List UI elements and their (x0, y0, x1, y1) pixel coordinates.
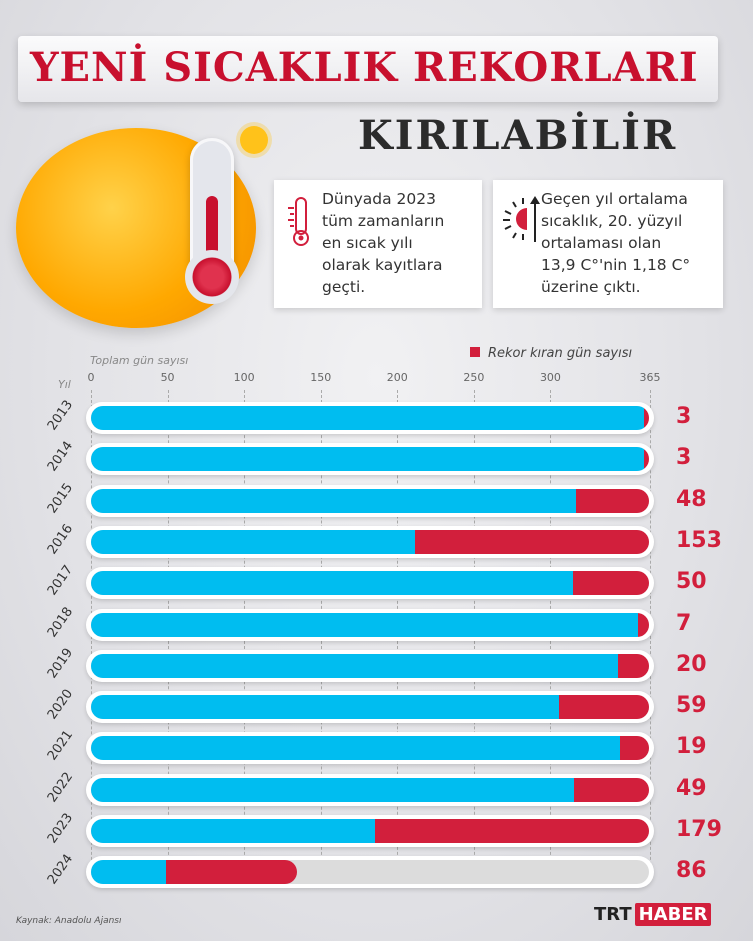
bar-total-days (91, 447, 645, 472)
x-tick-label: 365 (639, 371, 661, 384)
bar-row (86, 443, 654, 476)
record-value-label: 20 (676, 651, 707, 677)
bar-total-days (91, 488, 576, 513)
bar-record-days (572, 571, 649, 596)
title-line-1: YENİ SICAKLIK REKORLARI (30, 44, 699, 91)
year-label: 2024 (44, 851, 77, 888)
bar-total-days (91, 653, 619, 678)
bar-record-days (644, 406, 649, 430)
year-label: 2014 (44, 438, 77, 475)
bar-total-days (91, 736, 620, 761)
bar-row (86, 567, 654, 600)
bar-row (86, 402, 654, 434)
record-value-label: 86 (676, 858, 707, 884)
record-value-label: 49 (676, 775, 707, 801)
bar-total-days (91, 777, 575, 802)
gridline (650, 390, 651, 880)
y-axis-label: Yıl (58, 378, 71, 391)
sun-icon (240, 126, 268, 154)
year-label: 2020 (44, 686, 77, 723)
year-label: 2015 (44, 480, 77, 516)
year-label: 2017 (44, 562, 77, 599)
bar-row (86, 649, 654, 682)
title-banner (18, 36, 718, 102)
x-tick-label: 250 (463, 371, 485, 384)
x-tick-label: 150 (310, 371, 332, 384)
x-tick-label: 300 (539, 371, 561, 384)
source-note: Kaynak: Anadolu Ajansı (16, 916, 122, 926)
year-label: 2018 (44, 604, 77, 640)
title-line-2: KIRILABİLİR (358, 112, 678, 159)
sun-rising-icon (503, 196, 540, 242)
bar-record-days (575, 488, 649, 513)
record-value-label: 48 (676, 486, 707, 512)
thermometer-illustration (185, 138, 239, 304)
bar-row (86, 525, 654, 558)
year-label: 2019 (44, 645, 77, 682)
bar-record-days (618, 653, 649, 678)
record-value-label: 3 (676, 404, 692, 429)
bar-record-days (558, 695, 649, 720)
year-label: 2023 (44, 810, 77, 847)
card-text: Dünyada 2023 tüm zamanların en sıcak yıl… (322, 190, 445, 296)
bar-total-days (91, 695, 559, 720)
year-label: 2021 (44, 728, 77, 764)
record-value-label: 7 (676, 610, 692, 636)
x-tick-label: 50 (160, 371, 175, 384)
bar-row (86, 732, 654, 765)
bar-row (86, 484, 654, 517)
x-tick-label: 0 (87, 371, 95, 384)
info-card-2023: Dünyada 2023 tüm zamanların en sıcak yıl… (274, 180, 482, 308)
x-axis-label: Toplam gün sayısı (90, 354, 189, 367)
trt-haber-logo: TRT HABER (594, 903, 712, 926)
record-value-label: 179 (676, 817, 722, 842)
year-label: 2022 (44, 769, 77, 806)
record-value-label: 59 (676, 693, 707, 719)
bar-record-days (619, 736, 649, 761)
legend-label: Rekor kıran gün sayısı (488, 346, 633, 361)
info-card-average: Geçen yıl ortalama sıcaklık, 20. yüzyıl … (493, 180, 723, 308)
bar-total-days (91, 860, 166, 885)
x-tick-label: 100 (233, 371, 255, 384)
bar-total-days (91, 612, 639, 637)
bar-total-days (91, 571, 573, 596)
bar-row (86, 608, 654, 641)
record-value-label: 19 (676, 734, 707, 760)
bar-record-days (638, 612, 649, 637)
record-value-label: 3 (676, 445, 692, 471)
bar-record-days (375, 819, 649, 843)
bar-record-days (644, 447, 649, 472)
bar-row (86, 815, 654, 847)
bar-total-days (91, 819, 376, 843)
bar-row (86, 856, 654, 889)
bar-record-days (415, 529, 649, 554)
record-value-label: 153 (676, 527, 722, 553)
bar-row (86, 773, 654, 806)
chart-legend: Rekor kıran gün sayısı (470, 346, 632, 361)
year-label: 2013 (44, 397, 77, 434)
record-value-label: 50 (676, 569, 707, 595)
card-text: Geçen yıl ortalama sıcaklık, 20. yüzyıl … (541, 190, 691, 296)
bar-total-days (91, 406, 645, 430)
bar-total-days (91, 529, 416, 554)
bar-record-days (165, 860, 298, 885)
bar-record-days (574, 777, 649, 802)
bar-row (86, 691, 654, 724)
thermometer-icon (288, 197, 309, 246)
legend-swatch-record (470, 347, 480, 357)
year-label: 2016 (44, 521, 77, 558)
x-tick-label: 200 (386, 371, 408, 384)
